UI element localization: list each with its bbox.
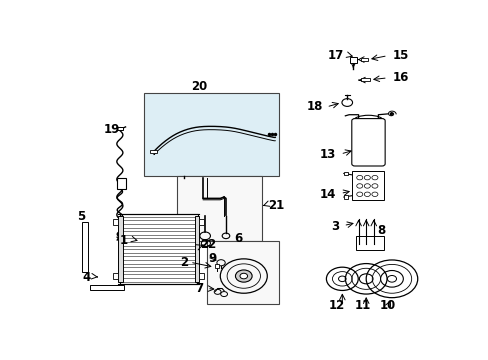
Bar <box>120 214 197 284</box>
Bar <box>117 127 123 130</box>
Bar <box>355 237 384 250</box>
Text: 16: 16 <box>392 71 408 84</box>
Text: 21: 21 <box>267 199 284 212</box>
Bar <box>89 285 123 290</box>
Bar <box>199 273 204 279</box>
Bar <box>150 150 157 153</box>
Text: 8: 8 <box>376 224 385 237</box>
Text: 22: 22 <box>200 238 216 251</box>
Text: 18: 18 <box>305 100 322 113</box>
Bar <box>117 177 125 189</box>
Bar <box>176 176 262 242</box>
Bar <box>113 219 118 225</box>
Text: 2: 2 <box>180 256 188 269</box>
Text: 1: 1 <box>119 234 127 247</box>
Text: 13: 13 <box>319 148 335 161</box>
Bar <box>206 242 279 304</box>
Bar <box>195 216 199 282</box>
Text: 10: 10 <box>379 299 395 312</box>
Text: 19: 19 <box>104 123 120 136</box>
Bar <box>351 171 384 200</box>
Text: 3: 3 <box>331 220 339 233</box>
Text: 6: 6 <box>234 232 242 245</box>
Text: 15: 15 <box>392 49 408 62</box>
Text: 5: 5 <box>77 210 85 223</box>
Text: 17: 17 <box>326 49 343 62</box>
Text: 4: 4 <box>82 271 90 284</box>
FancyBboxPatch shape <box>351 118 385 166</box>
Text: 20: 20 <box>191 80 207 93</box>
Bar <box>113 273 118 279</box>
Circle shape <box>240 273 247 279</box>
Bar <box>343 172 347 175</box>
Bar <box>361 78 369 81</box>
Bar <box>118 216 122 282</box>
Bar <box>144 93 279 176</box>
Text: 9: 9 <box>208 252 216 265</box>
Bar <box>349 57 356 63</box>
Text: 14: 14 <box>319 188 335 201</box>
Bar <box>82 222 88 272</box>
Bar <box>214 264 219 268</box>
Text: 12: 12 <box>328 299 345 312</box>
Text: 7: 7 <box>195 282 203 295</box>
Bar <box>361 58 367 61</box>
Circle shape <box>235 270 252 282</box>
Bar <box>343 195 347 199</box>
Text: 11: 11 <box>354 299 370 312</box>
Bar <box>199 219 204 225</box>
